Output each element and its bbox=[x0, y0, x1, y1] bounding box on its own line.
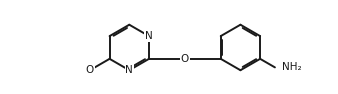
Text: O: O bbox=[181, 54, 189, 64]
Text: O: O bbox=[86, 65, 94, 75]
Text: N: N bbox=[145, 31, 153, 41]
Text: NH₂: NH₂ bbox=[282, 62, 302, 72]
Text: N: N bbox=[125, 65, 133, 75]
